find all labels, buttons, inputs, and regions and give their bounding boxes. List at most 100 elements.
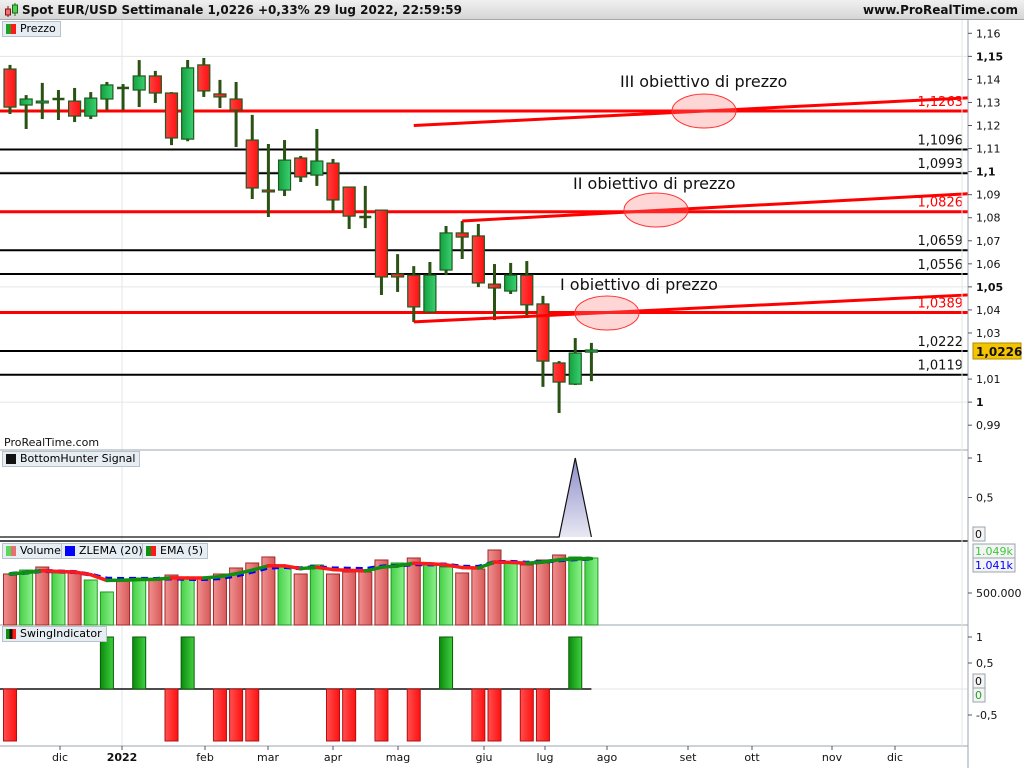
target1-label[interactable]: I obiettivo di prezzo	[560, 275, 718, 294]
site-link[interactable]: www.ProRealTime.com	[863, 3, 1018, 17]
legend-zlema[interactable]: ZLEMA (20)	[61, 543, 148, 559]
swing-bar	[374, 688, 389, 742]
x-tick-label: 2022	[107, 751, 138, 764]
y-tick-label: 1,1	[976, 166, 996, 179]
target2-ellipse[interactable]	[623, 192, 689, 228]
legend-volume[interactable]: Volume	[2, 543, 66, 559]
volume-bar	[358, 571, 373, 626]
volume-bar	[342, 571, 357, 626]
ema-segment	[202, 574, 222, 580]
candle-body	[19, 98, 33, 106]
chart-background	[0, 20, 1024, 768]
candle	[84, 92, 98, 120]
x-tick-label: giu	[475, 751, 492, 764]
chart-title: Spot EUR/USD Settimanale 1,0226 +0,33% 2…	[22, 3, 462, 17]
ema-segment	[250, 564, 271, 572]
candle-body	[197, 64, 211, 92]
y-tick-label: 1,04	[976, 304, 1001, 317]
candle	[19, 95, 33, 129]
swing-bar	[229, 688, 244, 742]
swing-swatch-icon	[6, 629, 16, 639]
volume-bar	[535, 559, 550, 626]
candle-body	[584, 349, 599, 353]
candle-body	[504, 274, 518, 292]
candle-body	[310, 160, 324, 176]
ema-segment	[331, 567, 351, 573]
swing-bar	[326, 688, 340, 742]
candle	[342, 186, 356, 230]
target3-ellipse[interactable]	[671, 93, 737, 129]
volume-zlema-value: 1.041k	[975, 559, 1013, 572]
candle-body	[245, 139, 259, 189]
legend-swing-label: SwingIndicator	[20, 627, 102, 640]
y-tick-label: 1,08	[976, 212, 1001, 225]
x-tick-label: mag	[386, 751, 410, 764]
ema-segment	[8, 570, 28, 576]
zlema-swatch-icon	[65, 546, 75, 556]
candle-body	[326, 162, 340, 201]
swing-bar	[406, 688, 421, 742]
y-tick-label: -0,5	[976, 709, 997, 722]
candle-body	[568, 352, 582, 385]
y-tick-label: 1,15	[976, 50, 1003, 63]
legend-price-label: Prezzo	[20, 22, 56, 35]
x-tick-label: mar	[257, 751, 279, 764]
target3-label[interactable]: III obiettivo di prezzo	[620, 72, 787, 91]
y-axis[interactable]: 1,16 1,15 1,14 1,13 1,12 1,11 1,1 1,09 1,08 1,07 1…	[968, 27, 1022, 722]
swing-bar	[568, 636, 583, 690]
ema-segment	[476, 560, 497, 570]
volume-bar	[503, 562, 518, 626]
level-label: 1,0659	[918, 234, 964, 249]
x-tick-label: feb	[196, 751, 214, 764]
ema-segment	[24, 569, 45, 575]
level-label: 1,0222	[918, 335, 964, 350]
candle	[117, 84, 130, 111]
y-tick-label: 1,14	[976, 73, 1001, 86]
y-tick-label: 1,06	[976, 258, 1001, 271]
swing-last-value: 0	[975, 675, 982, 688]
y-tick-label: 1,16	[976, 27, 1001, 40]
chart-canvas[interactable]: 1,12631,10961,09931,08261,06591,05561,03…	[0, 20, 1024, 768]
candle	[504, 262, 518, 295]
volume-bar	[568, 556, 583, 626]
trendlines[interactable]	[413, 96, 969, 324]
ema-segment	[379, 564, 400, 570]
y-tick-label: 1,09	[976, 189, 1001, 202]
target1-ellipse[interactable]	[574, 295, 640, 331]
legend-volume-label: Volume	[20, 544, 61, 557]
candle	[471, 223, 485, 288]
ema-segment	[40, 569, 61, 574]
x-tick-label: set	[680, 751, 697, 764]
ema-segment	[153, 576, 174, 582]
candle-body	[261, 189, 275, 193]
ema-segment	[234, 568, 254, 576]
volume-bar	[455, 572, 470, 626]
level-label: 1,0389	[918, 296, 964, 311]
ema-segment	[541, 558, 561, 564]
candle	[100, 81, 114, 111]
candle-body	[84, 97, 98, 117]
y-tick-label: 1,12	[976, 120, 1001, 133]
legend-price[interactable]: Prezzo	[2, 21, 61, 37]
target2-label[interactable]: II obiettivo di prezzo	[573, 174, 736, 193]
swing-bar	[471, 688, 486, 742]
legend-bottomhunter[interactable]: BottomHunter Signal	[2, 451, 141, 467]
legend-swing[interactable]: SwingIndicator	[2, 626, 107, 642]
ema-segment	[282, 564, 303, 571]
volume-bar	[229, 567, 244, 626]
candle	[294, 155, 308, 182]
legend-ema[interactable]: EMA (5)	[142, 543, 209, 559]
volume-bar	[67, 572, 82, 626]
candle-body	[229, 98, 243, 111]
volume-bar	[374, 559, 389, 626]
volume-bar	[212, 573, 227, 626]
candlestick-icon	[5, 3, 18, 17]
x-axis[interactable]: dic 2022 feb mar apr mag giu lug ago set ott nov dic	[52, 746, 903, 764]
volume-bar	[196, 577, 211, 626]
candle	[584, 342, 599, 382]
volume-bar	[245, 562, 260, 626]
ema-segment	[315, 565, 335, 572]
candle	[520, 261, 534, 318]
ema-segment	[72, 570, 93, 577]
x-tick-label: ott	[744, 751, 760, 764]
